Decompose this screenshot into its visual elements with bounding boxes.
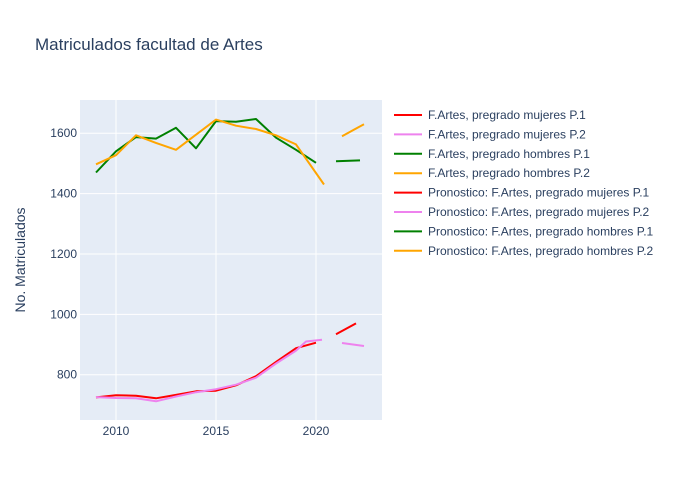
legend-item[interactable]: F.Artes, pregrado mujeres P.1	[394, 108, 586, 122]
series-line-6	[341, 342, 365, 347]
legend-label: Pronostico: F.Artes, pregrado mujeres P.…	[428, 186, 650, 200]
x-tick-label: 2015	[203, 424, 230, 438]
series-line-4	[95, 118, 325, 186]
series-line-7	[335, 159, 361, 163]
y-tick-label: 1200	[50, 247, 77, 261]
x-tick-label: 2010	[103, 424, 130, 438]
chart-title: Matriculados facultad de Artes	[35, 35, 263, 54]
y-axis-title: No. Matriculados	[12, 207, 28, 312]
plot-background	[80, 100, 382, 420]
legend-item[interactable]: F.Artes, pregrado mujeres P.2	[394, 127, 586, 141]
y-tick-label: 800	[57, 368, 77, 382]
y-tick-label: 1400	[50, 187, 77, 201]
legend-item[interactable]: Pronostico: F.Artes, pregrado hombres P.…	[394, 224, 654, 238]
series-line-2	[95, 338, 323, 403]
series-layer	[95, 118, 365, 403]
x-tick-label: 2020	[303, 424, 330, 438]
legend-item[interactable]: Pronostico: F.Artes, pregrado mujeres P.…	[394, 186, 650, 200]
legend-label: F.Artes, pregrado mujeres P.2	[428, 127, 586, 141]
series-line-8	[341, 123, 365, 138]
legend-item[interactable]: Pronostico: F.Artes, pregrado hombres P.…	[394, 244, 654, 258]
legend-label: F.Artes, pregrado hombres P.1	[428, 147, 590, 161]
legend-label: Pronostico: F.Artes, pregrado mujeres P.…	[428, 205, 650, 219]
legend: F.Artes, pregrado mujeres P.1 F.Artes, pr…	[394, 108, 654, 258]
legend-label: F.Artes, pregrado mujeres P.1	[428, 108, 586, 122]
legend-label: Pronostico: F.Artes, pregrado hombres P.…	[428, 224, 654, 238]
y-tick-label: 1600	[50, 126, 77, 140]
legend-item[interactable]: F.Artes, pregrado hombres P.1	[394, 147, 590, 161]
tick-labels: 2010 2015 2020 800 1000 1200 1400 1600	[50, 126, 329, 438]
grid	[80, 100, 382, 420]
legend-item[interactable]: F.Artes, pregrado hombres P.2	[394, 166, 590, 180]
series-line-5	[335, 322, 357, 336]
legend-label: F.Artes, pregrado hombres P.2	[428, 166, 590, 180]
y-tick-label: 1000	[50, 307, 77, 321]
legend-label: Pronostico: F.Artes, pregrado hombres P.…	[428, 244, 654, 258]
legend-item[interactable]: Pronostico: F.Artes, pregrado mujeres P.…	[394, 205, 650, 219]
